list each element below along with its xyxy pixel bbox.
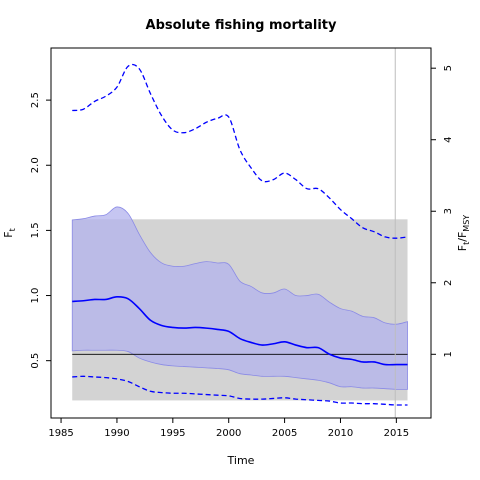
x-tick-label: 2000 <box>216 428 241 439</box>
y-tick-label: 1.5 <box>30 222 41 238</box>
lower-dashed-line <box>72 375 408 406</box>
chart-title: Absolute fishing mortality <box>146 18 337 33</box>
x-tick-label: 1985 <box>48 428 73 439</box>
right-axis-label-sub2: MSY <box>462 215 471 232</box>
y-tick-label: 0.5 <box>30 353 41 369</box>
y-axis-label-subscript: t <box>8 228 17 231</box>
y-tick-label: 2.5 <box>30 92 41 108</box>
x-axis-label: Time <box>227 454 255 467</box>
x-tick-label: 2005 <box>272 428 297 439</box>
right-axis-label-sep: /F <box>456 232 469 242</box>
y-tick-label: 1.0 <box>30 288 41 304</box>
y-axis-label-main: F <box>2 231 15 237</box>
plot-area <box>71 48 408 418</box>
upper-dashed-line <box>72 63 408 239</box>
x-tick-label: 1990 <box>104 428 129 439</box>
estimate-ci-band <box>71 206 408 390</box>
y2-tick-label: 3 <box>443 208 454 214</box>
estimate-line <box>72 296 408 366</box>
x-tick-label: 2010 <box>328 428 353 439</box>
right-axis-label: Ft/FMSY <box>456 215 471 251</box>
y2-tick-label: 1 <box>443 351 454 357</box>
y-axis-label: Ft <box>2 228 17 237</box>
plot-frame <box>50 47 432 419</box>
right-axis-label-main: F <box>456 245 469 251</box>
right-axis-label-sub1: t <box>462 242 471 245</box>
y-tick-label: 2.0 <box>30 157 41 173</box>
y2-tick-label: 2 <box>443 280 454 286</box>
x-tick-label: 2015 <box>384 428 409 439</box>
y2-tick-label: 5 <box>443 65 454 71</box>
axes: 1985 1990 1995 2000 2005 2010 2015 0.5 1.0 1.5 2.0… <box>30 47 454 439</box>
y2-tick-label: 4 <box>443 137 454 143</box>
x-tick-label: 1995 <box>160 428 185 439</box>
